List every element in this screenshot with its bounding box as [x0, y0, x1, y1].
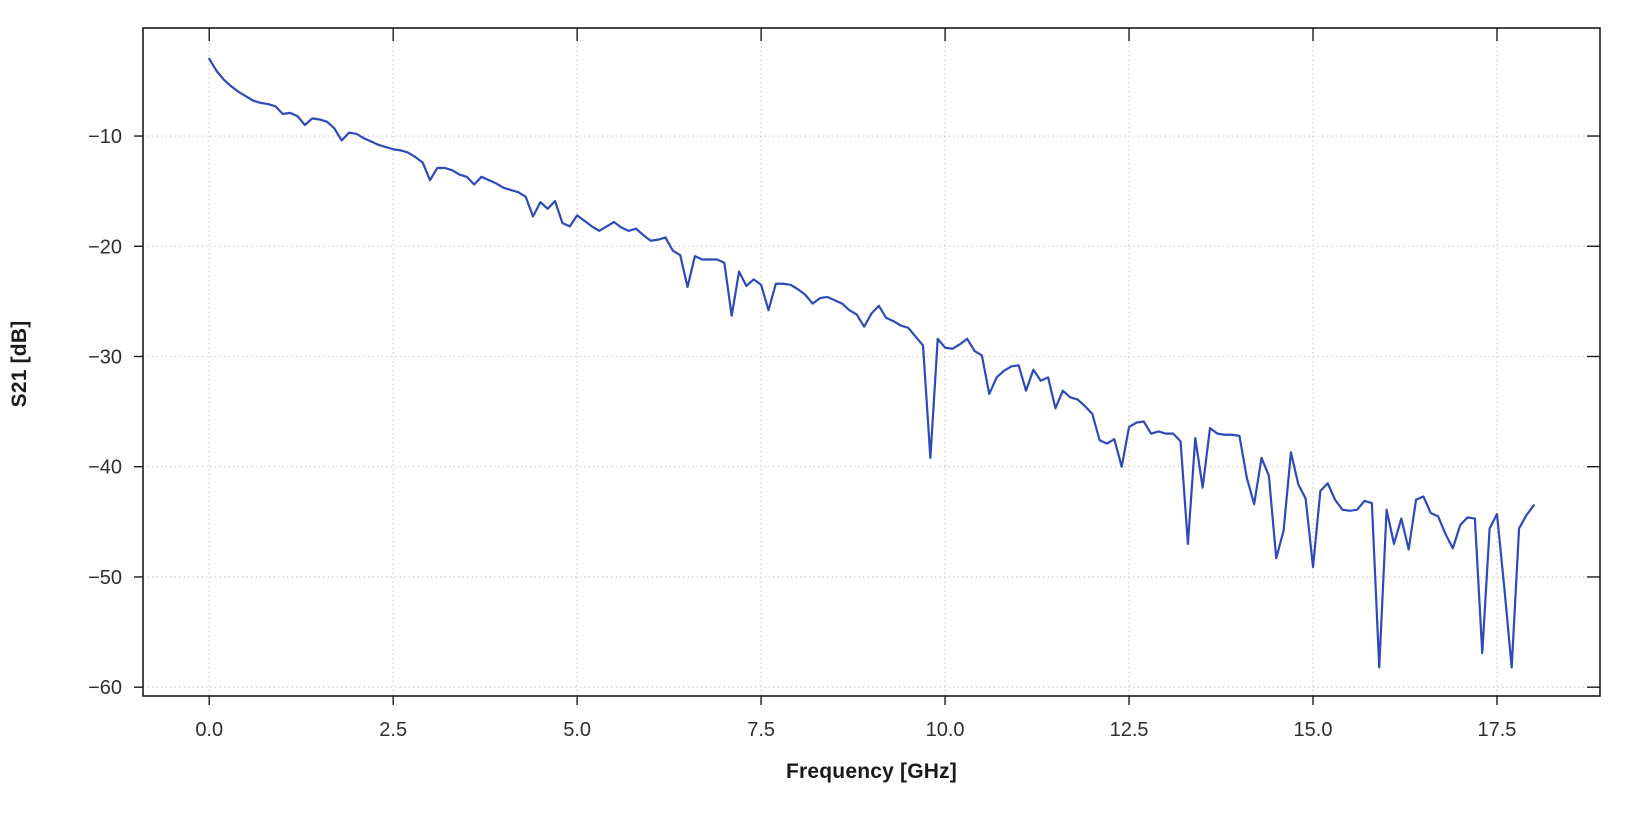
tick-labels: 0.0 2.5 5.0 7.5 10.0 12.5 15.0 17.5 −10 −20 −30 −40… — [88, 126, 1516, 741]
x-tick-label: 17.5 — [1478, 719, 1517, 741]
x-tick-label: 15.0 — [1294, 719, 1333, 741]
y-tick-label: −60 — [88, 677, 122, 699]
x-tick-label: 5.0 — [563, 719, 591, 741]
x-tick-label: 7.5 — [747, 719, 775, 741]
x-tick-label: 2.5 — [379, 719, 407, 741]
x-axis-label: Frequency [GHz] — [785, 760, 958, 783]
s21-trace-line — [208, 57, 1535, 669]
axis-ticks — [134, 28, 1600, 705]
plot-border — [142, 27, 1601, 697]
y-tick-label: −10 — [88, 126, 122, 148]
gridlines — [143, 28, 1600, 696]
x-tick-label: 0.0 — [195, 719, 223, 741]
s21-trace — [208, 57, 1535, 669]
y-tick-label: −20 — [88, 236, 122, 258]
y-tick-label: −50 — [88, 567, 122, 589]
x-tick-label: 12.5 — [1110, 719, 1149, 741]
plot-frame — [142, 27, 1601, 697]
y-tick-label: −30 — [88, 346, 122, 368]
x-tick-label: 10.0 — [926, 719, 965, 741]
y-tick-label: −40 — [88, 457, 122, 479]
y-axis-label: S21 [dB] — [8, 320, 31, 408]
